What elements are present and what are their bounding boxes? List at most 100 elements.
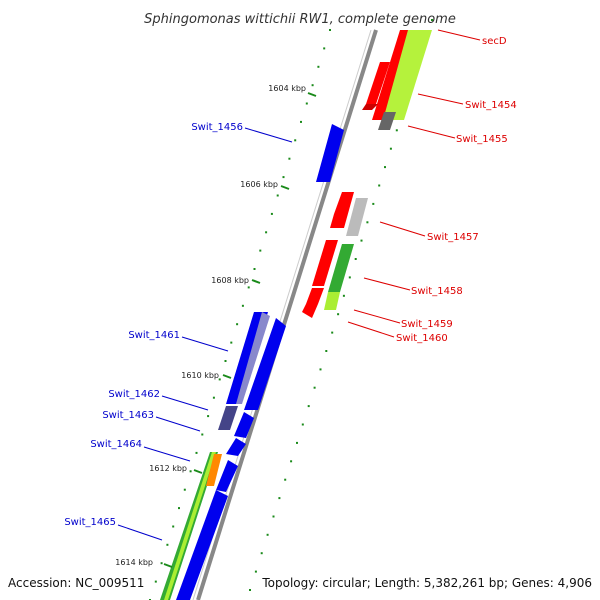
cds-swit-1465a <box>216 460 238 492</box>
guide-dot <box>395 129 398 132</box>
topology-text: Topology: circular; Length: 5,382,261 bp… <box>261 576 592 590</box>
gene-label-swit-1462: Swit_1462 <box>108 389 160 400</box>
genome-backbone <box>196 29 378 600</box>
guide-dot <box>230 341 233 344</box>
gene-label-swit-1458: Swit_1458 <box>411 286 463 297</box>
tick-label-1612: 1612 kbp <box>149 464 187 473</box>
match-band-swit-1458 <box>328 244 354 292</box>
guide-dot <box>329 29 331 31</box>
cds-swit-1458 <box>312 240 338 286</box>
gene-label-swit-1461: Swit_1461 <box>128 330 180 341</box>
gene-label-swit-1465: Swit_1465 <box>64 517 116 528</box>
forward-gene-labels: secD Swit_1454 Swit_1455 Swit_1457 Swit_… <box>396 36 517 344</box>
guide-dot <box>290 460 293 463</box>
tick-label-1604: 1604 kbp <box>268 84 306 93</box>
guide-dot <box>307 405 310 408</box>
gene-label-swit-1463: Swit_1463 <box>102 410 154 421</box>
guide-dot <box>278 497 281 500</box>
guide-dot <box>189 470 192 473</box>
guide-dot <box>372 202 375 205</box>
guide-dot <box>276 194 279 197</box>
guide-dot <box>178 507 180 510</box>
reverse-label-leaders <box>117 127 293 541</box>
guide-dot <box>378 184 381 187</box>
guide-dot <box>301 423 304 426</box>
gene-label-swit-1454: Swit_1454 <box>465 100 517 111</box>
guide-dot <box>270 212 273 215</box>
guide-dot <box>319 368 322 371</box>
guide-dot <box>254 570 257 573</box>
guide-dot <box>260 552 263 555</box>
guide-dot <box>389 147 392 150</box>
reverse-gene-labels: Swit_1456 Swit_1461 Swit_1462 Swit_1463 … <box>64 122 243 528</box>
match-band-swit-1465-lime <box>164 452 216 600</box>
guide-dot <box>265 231 268 234</box>
tick-label-1610: 1610 kbp <box>181 371 219 380</box>
gene-label-secd: secD <box>482 36 507 47</box>
guide-dot <box>325 350 328 352</box>
cds-swit-1463 <box>234 412 254 438</box>
match-band-swit-1454 <box>383 30 432 120</box>
match-band-orange <box>206 454 222 486</box>
guide-dot <box>253 268 256 270</box>
guide-dot <box>224 360 227 362</box>
guide-dot <box>288 157 291 160</box>
cds-swit-1461b <box>244 318 286 410</box>
guide-dot <box>337 313 340 316</box>
kbp-ticks <box>163 92 317 568</box>
guide-dot <box>294 139 297 142</box>
guide-dot <box>313 386 316 389</box>
tick-label-1608: 1608 kbp <box>211 276 249 285</box>
guide-dot <box>212 396 215 399</box>
match-band-swit-1459 <box>324 292 340 310</box>
guide-dot <box>259 249 262 252</box>
guide-dot <box>331 331 334 334</box>
gene-label-swit-1459: Swit_1459 <box>401 319 453 330</box>
tick-label-1614: 1614 kbp <box>115 558 153 567</box>
kbp-labels: 1604 kbp 1606 kbp 1608 kbp 1610 kbp 1612… <box>115 84 306 567</box>
cds-swit-1459 <box>306 288 324 304</box>
cds-swit-1462 <box>218 406 238 430</box>
guide-dot <box>431 19 433 21</box>
guide-dot <box>183 488 186 491</box>
match-band-swit-1455 <box>378 112 396 130</box>
guide-dot <box>284 478 287 481</box>
cds-swit-1456 <box>316 124 344 182</box>
guide-dot <box>166 543 169 546</box>
guide-dot <box>311 84 314 87</box>
guide-dot <box>266 533 269 536</box>
guide-dot <box>201 433 204 436</box>
cds-swit-1457 <box>330 192 354 228</box>
guide-dot <box>348 276 351 279</box>
guide-dot <box>317 65 320 68</box>
match-band-swit-1461 <box>236 312 270 404</box>
guide-dot <box>172 525 175 528</box>
guide-dot <box>282 176 285 179</box>
guide-dot <box>247 286 250 289</box>
gene-label-swit-1464: Swit_1464 <box>90 439 142 450</box>
cds-swit-1460 <box>302 304 318 318</box>
guide-dot <box>354 258 357 260</box>
guide-dot <box>241 304 244 307</box>
gene-label-swit-1460: Swit_1460 <box>396 333 448 344</box>
gene-label-swit-1457: Swit_1457 <box>427 232 479 243</box>
map-title: Sphingomonas wittichii RW1, complete gen… <box>144 12 456 27</box>
guide-dot <box>305 102 308 105</box>
guide-dot <box>272 515 275 518</box>
guide-dot <box>296 441 298 444</box>
guide-dot <box>207 415 210 418</box>
cds-swit-1454 <box>366 62 390 104</box>
guide-dot <box>160 562 163 565</box>
guide-dot <box>342 294 345 297</box>
match-band-swit-1457 <box>346 198 368 236</box>
guide-dot <box>236 323 239 326</box>
tick-label-1606: 1606 kbp <box>240 180 278 189</box>
guide-dot <box>249 589 251 591</box>
gene-label-swit-1455: Swit_1455 <box>456 134 508 145</box>
gene-label-swit-1456: Swit_1456 <box>191 122 243 133</box>
cds-swit-1464 <box>226 438 246 456</box>
guide-dot <box>154 580 157 583</box>
accession-text: Accession: NC_009511 <box>8 576 144 590</box>
forward-label-leaders <box>347 29 481 338</box>
